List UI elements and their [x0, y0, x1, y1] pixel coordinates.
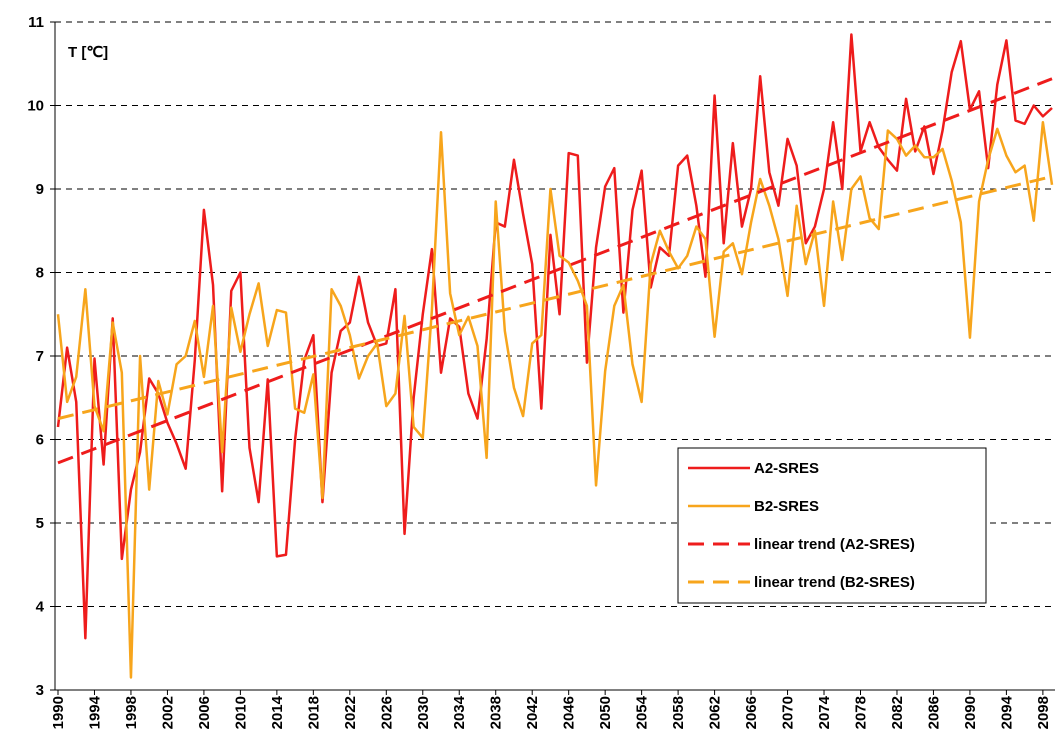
x-tick-label: 2058 — [670, 696, 687, 729]
x-tick-label: 2078 — [852, 696, 869, 729]
y-tick-label: 4 — [36, 599, 45, 616]
x-tick-label: 2030 — [415, 696, 432, 729]
x-tick-label: 2022 — [342, 696, 359, 729]
x-tick-label: 2038 — [488, 696, 505, 729]
x-tick-label: 1990 — [50, 696, 67, 729]
x-tick-label: 1998 — [123, 696, 140, 729]
trend-line — [57, 175, 1053, 421]
x-tick-label: 2054 — [634, 695, 651, 729]
x-tick-label: 2034 — [451, 695, 468, 729]
x-tick-label: 2014 — [269, 695, 286, 729]
x-tick-label: 2046 — [561, 696, 578, 729]
x-tick-label: 2018 — [305, 696, 322, 729]
y-tick-label: 10 — [27, 98, 44, 115]
x-tick-label: 2066 — [743, 696, 760, 729]
y-tick-label: 6 — [36, 432, 44, 449]
legend-label: A2-SRES — [754, 460, 819, 477]
series-line — [56, 120, 1054, 679]
legend-label: B2-SRES — [754, 498, 819, 515]
x-tick-label: 2086 — [925, 696, 942, 729]
legend: A2-SRES B2-SRES linear trend (A2-SRES) line… — [677, 447, 987, 604]
legend-box — [677, 447, 987, 604]
y-tick-label: 9 — [36, 181, 44, 198]
x-tick-label: 1994 — [86, 695, 103, 729]
legend-label: linear trend (A2-SRES) — [754, 536, 915, 553]
x-tick-label: 2062 — [707, 696, 724, 729]
x-tick-label: 2026 — [378, 696, 395, 729]
x-tick-label: 2070 — [780, 696, 797, 729]
x-tick-label: 2006 — [196, 696, 213, 729]
y-tick-label: 3 — [36, 682, 44, 699]
x-tick-label: 2090 — [962, 696, 979, 729]
y-tick-label: 11 — [28, 14, 44, 31]
y-tick-label: 8 — [36, 265, 44, 282]
x-tick-label: 2002 — [159, 696, 176, 729]
y-tick-label: 5 — [36, 515, 44, 532]
x-tick-label: 2010 — [232, 696, 249, 729]
x-tick-label: 2042 — [524, 696, 541, 729]
x-tick-label: 2098 — [1035, 696, 1052, 729]
x-tick-label: 2094 — [998, 695, 1015, 729]
y-tick-label: 7 — [36, 348, 44, 365]
y-axis-title: T [℃] — [68, 44, 108, 61]
trend-line — [57, 77, 1053, 465]
x-tick-label: 2082 — [889, 696, 906, 729]
x-tick-label: 2050 — [597, 696, 614, 729]
legend-label: linear trend (B2-SRES) — [754, 574, 915, 591]
x-tick-label: 2074 — [816, 695, 833, 729]
